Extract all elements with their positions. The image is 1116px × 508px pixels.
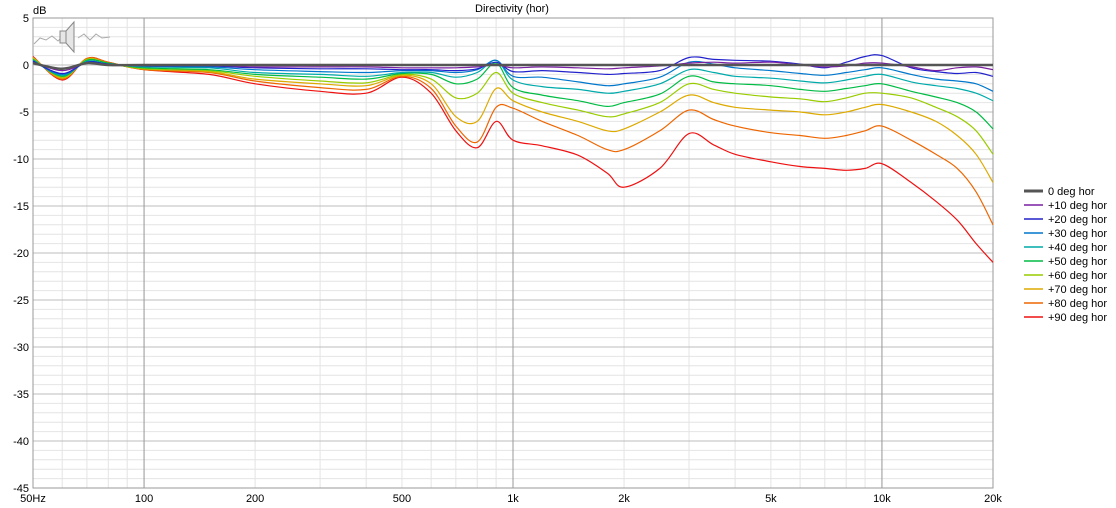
legend-entry: +50 deg hor [1048,256,1107,268]
y-tick-label: -35 [13,389,29,401]
x-tick-label: 2k [618,493,630,505]
x-tick-label: 50Hz [20,493,46,505]
legend-entry: +60 deg hor [1048,270,1107,282]
y-tick-label: -40 [13,436,29,448]
plot-frame [32,17,994,489]
x-tick-label: 200 [246,493,264,505]
series-line [32,59,994,102]
y-tick-label: -45 [13,483,29,495]
legend-entry: +10 deg hor [1048,200,1107,212]
x-tick-label: 10k [873,493,891,505]
series-line [32,54,994,77]
legend-entry: +90 deg hor [1048,312,1107,324]
x-tick-labels: 50Hz 100 200 500 1k 2k 5k 10k 20k [20,493,1002,505]
y-tick-label: 0 [23,60,29,72]
series-line [32,56,994,263]
x-tick-label: 100 [135,493,153,505]
y-tick-label: -30 [13,342,29,354]
y-axis-label: dB [33,5,46,17]
y-tick-labels: 5 0 -5 -10 -15 -20 -25 -30 -35 -40 -45 [13,13,29,495]
y-tick-label: -5 [19,107,29,119]
y-tick-label: 5 [23,13,29,25]
y-tick-label: -25 [13,295,29,307]
x-tick-label: 1k [507,493,519,505]
legend: 0 deg hor +10 deg hor +20 deg hor +30 deg h… [1024,186,1107,324]
legend-entry: +40 deg hor [1048,242,1107,254]
legend-entry: +30 deg hor [1048,228,1107,240]
y-tick-label: -20 [13,248,29,260]
y-tick-label: -15 [13,201,29,213]
x-tick-label: 20k [984,493,1002,505]
x-tick-label: 5k [765,493,777,505]
x-tick-label: 500 [393,493,411,505]
series-line [32,58,994,130]
legend-entry: +70 deg hor [1048,284,1107,296]
legend-entry: +20 deg hor [1048,214,1107,226]
chart-title: Directivity (hor) [475,3,549,15]
series-line [32,57,994,183]
series-lines [32,54,994,263]
series-line [32,57,994,155]
series-line [32,56,994,226]
y-tick-label: -10 [13,154,29,166]
legend-entry: 0 deg hor [1048,186,1095,198]
series-line [32,61,993,71]
speaker-icon [33,20,111,54]
series-line [32,59,994,92]
legend-entry: +80 deg hor [1048,298,1107,310]
